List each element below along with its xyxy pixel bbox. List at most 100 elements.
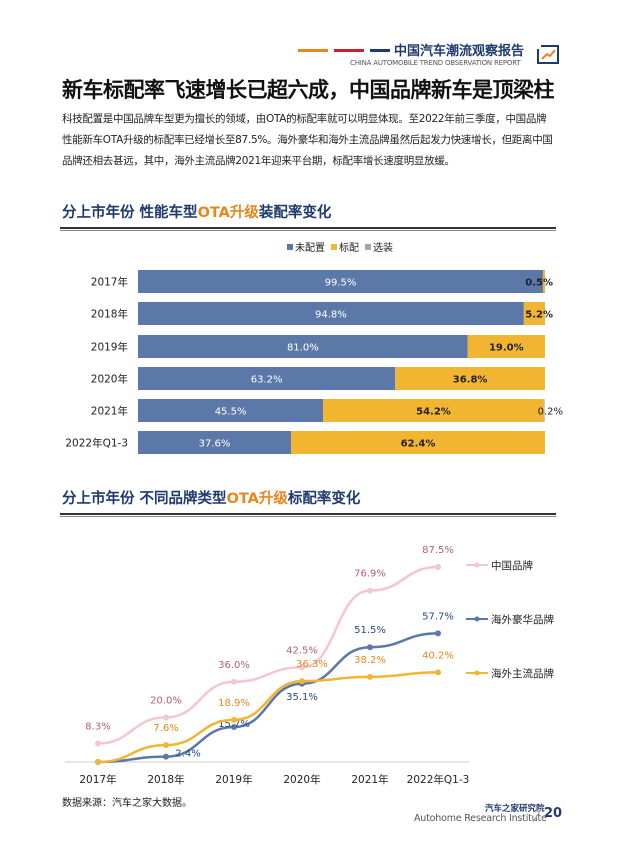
section-title-highlight: OTA升级 <box>197 205 259 221</box>
category-label: 2017年 <box>91 276 128 289</box>
footer-org-en: Autohome Research Institute <box>414 813 547 824</box>
bar-segment <box>138 431 292 454</box>
data-point <box>435 669 441 676</box>
section-title-text: 标配率变化 <box>287 491 361 507</box>
header-stripe-orange <box>298 49 328 52</box>
body-paragraph: 科技配置是中国品牌车型更为擅长的领域，由OTA的标配率就可以明显体现。至2022… <box>62 113 553 167</box>
stacked-bar-chart: 未配置 标配 选装 2017年 99.5% 0.5% 2018年 94.8% 5.2% 2019年… <box>65 241 563 454</box>
brand-subtitle: CHINA AUTOMOBILE TREND OBSERVATION REPOR… <box>350 59 521 67</box>
data-point <box>367 644 373 651</box>
data-label: 35.1% <box>286 692 318 703</box>
data-label: 36.3% <box>296 659 328 670</box>
category-label: 2020年 <box>91 373 128 386</box>
data-label: 19.0% <box>489 343 524 354</box>
data-point <box>367 587 373 594</box>
bar-segment <box>323 399 544 422</box>
x-tick-label: 2020年 <box>283 773 320 786</box>
legend-label: 标配 <box>339 242 359 254</box>
data-label: 87.5% <box>422 545 454 556</box>
data-label: 20.0% <box>150 695 182 706</box>
category-label: 2022年Q1-3 <box>65 437 128 450</box>
series-line <box>97 565 439 745</box>
legend-marker <box>474 562 480 568</box>
data-point <box>231 716 237 723</box>
section-title-highlight: OTA升级 <box>226 491 288 507</box>
data-label: 36.8% <box>453 375 488 386</box>
data-label: 94.8% <box>315 310 347 321</box>
bar-segment <box>523 302 545 325</box>
legend-swatch <box>331 244 337 250</box>
data-point <box>163 753 169 760</box>
x-tick-label: 2022年Q1-3 <box>407 773 470 786</box>
section-title-1: 分上市年份 性能车型OTA升级装配率变化 <box>62 201 331 222</box>
data-point <box>367 673 373 680</box>
header-stripe-red <box>334 49 364 52</box>
bar-segment <box>542 270 545 293</box>
bar-segment <box>138 270 543 293</box>
data-label: 0.5% <box>525 278 553 289</box>
data-label: 2.4% <box>175 749 200 760</box>
data-point <box>163 714 169 721</box>
legend-marker <box>474 616 480 622</box>
data-label: 57.7% <box>422 611 454 622</box>
section-title-2: 分上市年份 不同品牌类型OTA升级标配率变化 <box>62 487 360 508</box>
data-point <box>299 664 305 671</box>
legend-label: 海外主流品牌 <box>491 667 554 680</box>
legend-label: 中国品牌 <box>491 559 533 572</box>
legend-label: 海外豪华品牌 <box>491 613 554 626</box>
bar-segment <box>138 399 324 422</box>
legend-swatch <box>287 244 293 250</box>
section-title-text: 分上市年份 不同品牌类型 <box>62 491 227 507</box>
data-label: 38.2% <box>354 655 386 666</box>
brand-title: 中国汽车潮流观察报告 <box>394 44 525 59</box>
data-label: 45.5% <box>215 407 247 418</box>
data-label: 18.9% <box>218 698 250 709</box>
bar-segment <box>291 431 545 454</box>
legend-label: 未配置 <box>295 242 325 254</box>
data-point <box>299 678 305 685</box>
bar-segment <box>395 367 545 390</box>
section-title-text: 分上市年份 性能车型 <box>62 205 198 221</box>
data-label: 0.2% <box>538 407 563 418</box>
section-title-text: 装配率变化 <box>258 205 332 221</box>
x-tick-label: 2017年 <box>79 773 116 786</box>
data-label: 8.3% <box>85 722 110 733</box>
footer-org-cn: 汽车之家研究院 <box>485 804 545 814</box>
page-number: 20 <box>544 806 563 821</box>
data-label: 63.2% <box>251 375 283 386</box>
category-label: 2019年 <box>91 341 128 354</box>
data-label: 62.4% <box>401 439 436 450</box>
data-label: 54.2% <box>416 407 451 418</box>
header-stripe-blue <box>370 49 390 52</box>
section-divider <box>60 227 556 231</box>
data-label: 15.7% <box>218 719 250 730</box>
legend-label: 选装 <box>373 241 393 254</box>
bar-segment <box>467 335 545 358</box>
bar-segment <box>543 399 545 422</box>
bar-segment <box>138 367 396 390</box>
data-point <box>231 678 237 685</box>
category-label: 2018年 <box>91 308 128 321</box>
data-label: 42.5% <box>286 645 318 656</box>
data-label: 99.5% <box>325 278 357 289</box>
data-label: 81.0% <box>287 343 319 354</box>
data-point <box>231 724 237 731</box>
section-divider <box>60 513 556 517</box>
data-label: 76.9% <box>354 569 386 580</box>
data-point <box>95 759 101 765</box>
data-label: 36.0% <box>218 660 250 671</box>
x-tick-label: 2019年 <box>215 773 252 786</box>
series-line <box>97 671 439 764</box>
page-title: 新车标配率飞速增长已超六成，中国品牌新车是顶梁柱 <box>62 78 555 102</box>
x-tick-label: 2021年 <box>351 773 388 786</box>
legend-marker <box>474 670 480 676</box>
data-label: 7.6% <box>153 723 178 734</box>
data-point <box>95 740 101 747</box>
data-source: 数据来源：汽车之家大数据。 <box>62 798 192 809</box>
data-point <box>435 564 441 570</box>
x-tick-label: 2018年 <box>147 773 184 786</box>
category-label: 2021年 <box>91 405 128 418</box>
data-point <box>163 742 169 749</box>
data-label: 37.6% <box>199 439 231 450</box>
data-label: 51.5% <box>354 625 386 636</box>
